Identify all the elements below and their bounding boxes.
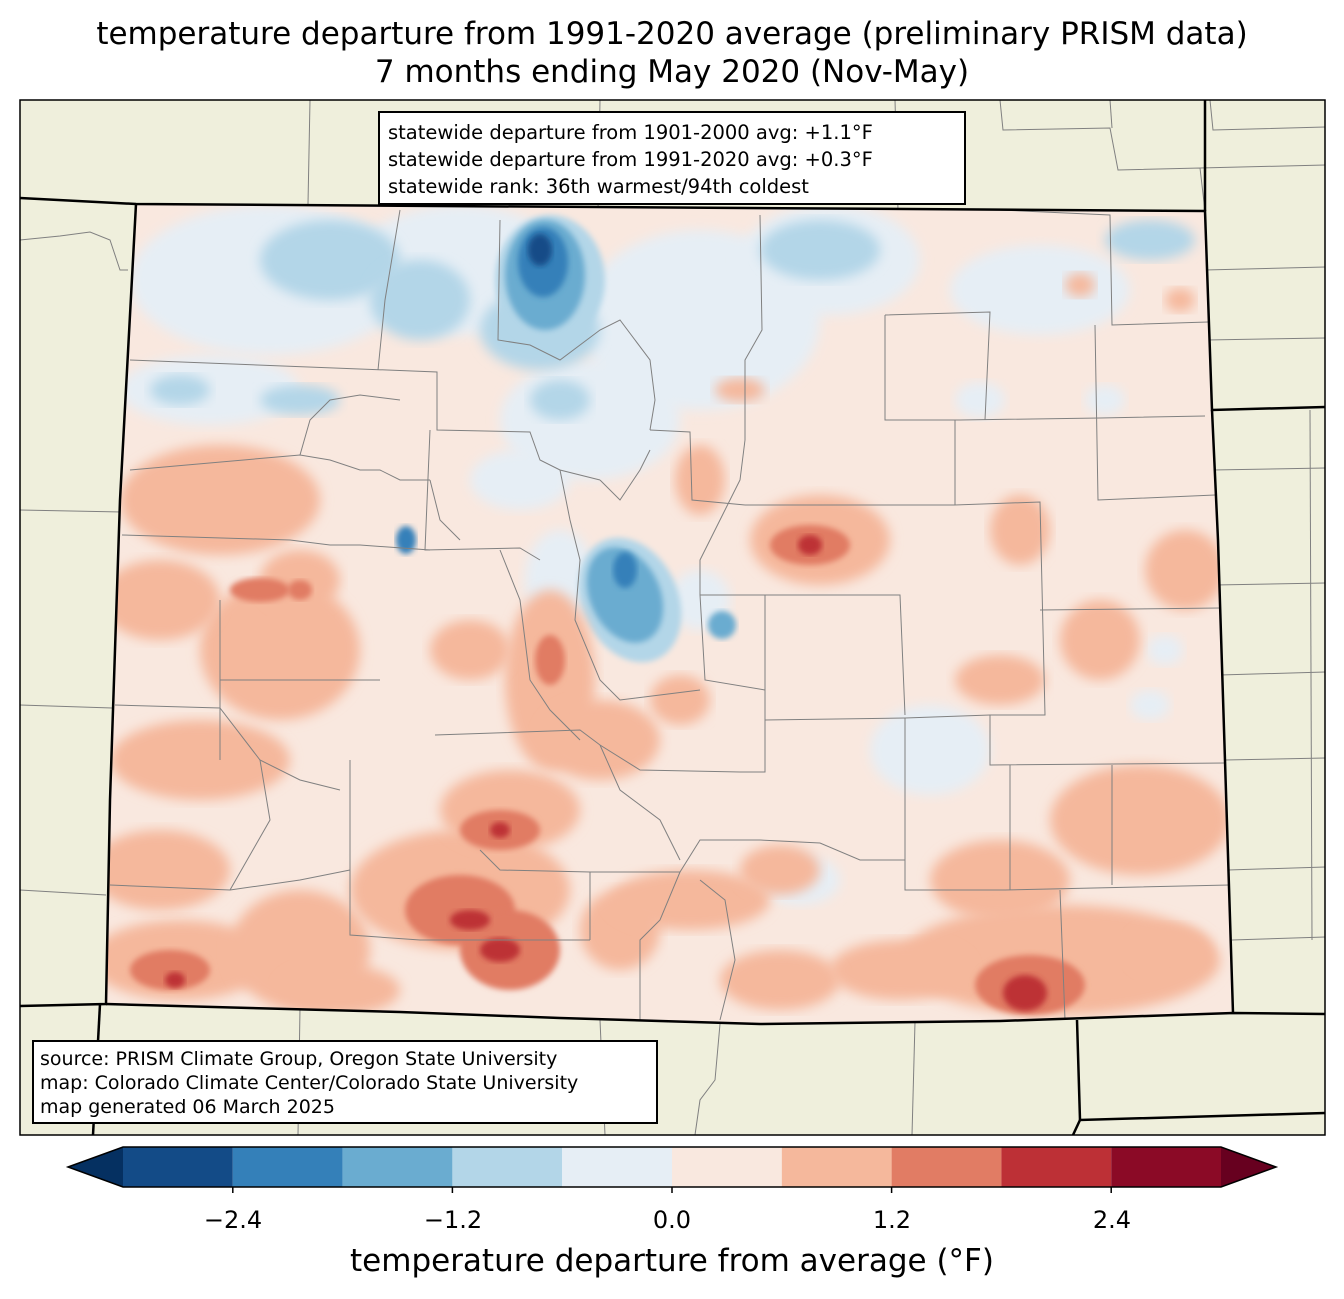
field-region xyxy=(830,940,970,1000)
field-region xyxy=(1065,273,1095,297)
field-region xyxy=(950,245,1130,335)
field-region xyxy=(530,380,590,420)
colorbar-bin xyxy=(342,1147,453,1187)
field-region xyxy=(165,972,185,988)
colorbar-bin xyxy=(1111,1147,1221,1187)
field-region xyxy=(715,378,765,402)
colorbar-tick-label: 1.2 xyxy=(872,1206,912,1234)
field-region xyxy=(535,635,565,685)
field-region xyxy=(1130,925,1210,975)
colorbar-bin xyxy=(452,1147,563,1187)
field-region xyxy=(396,526,416,554)
stats-departure-1991-2020: statewide departure from 1991-2020 avg: … xyxy=(388,148,873,171)
county-lines xyxy=(109,209,1231,1021)
field-region xyxy=(1105,220,1195,260)
field-region xyxy=(930,840,1070,920)
field-region xyxy=(870,705,990,795)
field-region xyxy=(106,560,220,640)
temperature-field xyxy=(106,204,1233,1024)
field-region xyxy=(450,910,490,930)
field-region xyxy=(120,445,320,555)
field-region xyxy=(1085,385,1125,415)
colorbar-extend-low xyxy=(68,1147,123,1187)
field-region xyxy=(760,220,880,280)
colorbar-bin xyxy=(232,1147,343,1187)
state-borders xyxy=(19,100,1326,1136)
field-region xyxy=(1060,600,1140,680)
map-frame xyxy=(19,99,1326,1136)
colorbar-bin xyxy=(562,1147,672,1187)
field-region xyxy=(260,385,340,415)
field-region xyxy=(260,220,400,300)
field-region xyxy=(490,822,510,838)
field-region xyxy=(370,260,470,340)
colorbar xyxy=(65,1146,1279,1193)
field-region xyxy=(200,580,360,720)
field-region xyxy=(955,655,1045,705)
field-region xyxy=(1130,690,1170,720)
field-region xyxy=(798,535,822,555)
colorbar-label: temperature departure from average (°F) xyxy=(350,1243,994,1279)
field-region xyxy=(990,495,1050,565)
field-region xyxy=(1050,765,1230,875)
field-region xyxy=(675,445,725,515)
generated-date: map generated 06 March 2025 xyxy=(40,1096,335,1118)
field-region xyxy=(230,578,290,602)
field-region xyxy=(613,552,637,588)
field-region xyxy=(288,580,312,600)
field-region xyxy=(1145,530,1225,610)
colorbar-bin xyxy=(781,1147,892,1187)
field-region xyxy=(470,450,570,510)
statewide-stats-box: statewide departure from 1901-2000 avg: … xyxy=(378,111,966,205)
field-region xyxy=(130,950,210,990)
colorbar-outline xyxy=(65,1146,1279,1188)
stats-departure-1901-2000: statewide departure from 1901-2000 avg: … xyxy=(388,121,873,144)
colorbar-bin xyxy=(1001,1147,1112,1187)
field-region xyxy=(610,870,770,930)
colorbar-bin xyxy=(123,1147,233,1187)
colorbar-tick-label: −1.2 xyxy=(423,1206,483,1234)
colorbar-tick-label: −2.4 xyxy=(203,1206,263,1234)
field-region xyxy=(1003,975,1047,1011)
stats-rank: statewide rank: 36th warmest/94th coldes… xyxy=(388,175,809,198)
map-credit: map: Colorado Climate Center/Colorado St… xyxy=(40,1072,579,1094)
colorbar-tick-label: 2.4 xyxy=(1092,1206,1132,1234)
field-region xyxy=(480,938,520,962)
colorbar-extend-high xyxy=(1221,1147,1276,1187)
field-region xyxy=(110,720,290,800)
colorbar-tick-label: 0.0 xyxy=(652,1206,692,1234)
field-region xyxy=(280,965,400,1015)
colorbar-bin xyxy=(672,1147,782,1187)
field-region xyxy=(540,700,660,780)
colorbar-bin xyxy=(891,1147,1002,1187)
field-region xyxy=(106,830,230,910)
field-region xyxy=(1165,288,1195,312)
field-region xyxy=(430,620,510,680)
field-region xyxy=(720,950,840,1010)
source-box: source: PRISM Climate Group, Oregon Stat… xyxy=(32,1040,658,1124)
field-region xyxy=(740,845,820,895)
field-region xyxy=(528,234,552,266)
field-region xyxy=(955,382,1005,418)
map-subtitle: 7 months ending May 2020 (Nov-May) xyxy=(374,54,970,90)
field-region xyxy=(150,375,210,405)
field-region xyxy=(650,675,710,725)
field-region xyxy=(586,547,664,643)
map-title: temperature departure from 1991-2020 ave… xyxy=(96,16,1248,52)
source-credit: source: PRISM Climate Group, Oregon Stat… xyxy=(40,1048,558,1070)
field-region xyxy=(708,611,736,639)
field-region xyxy=(1147,635,1183,665)
